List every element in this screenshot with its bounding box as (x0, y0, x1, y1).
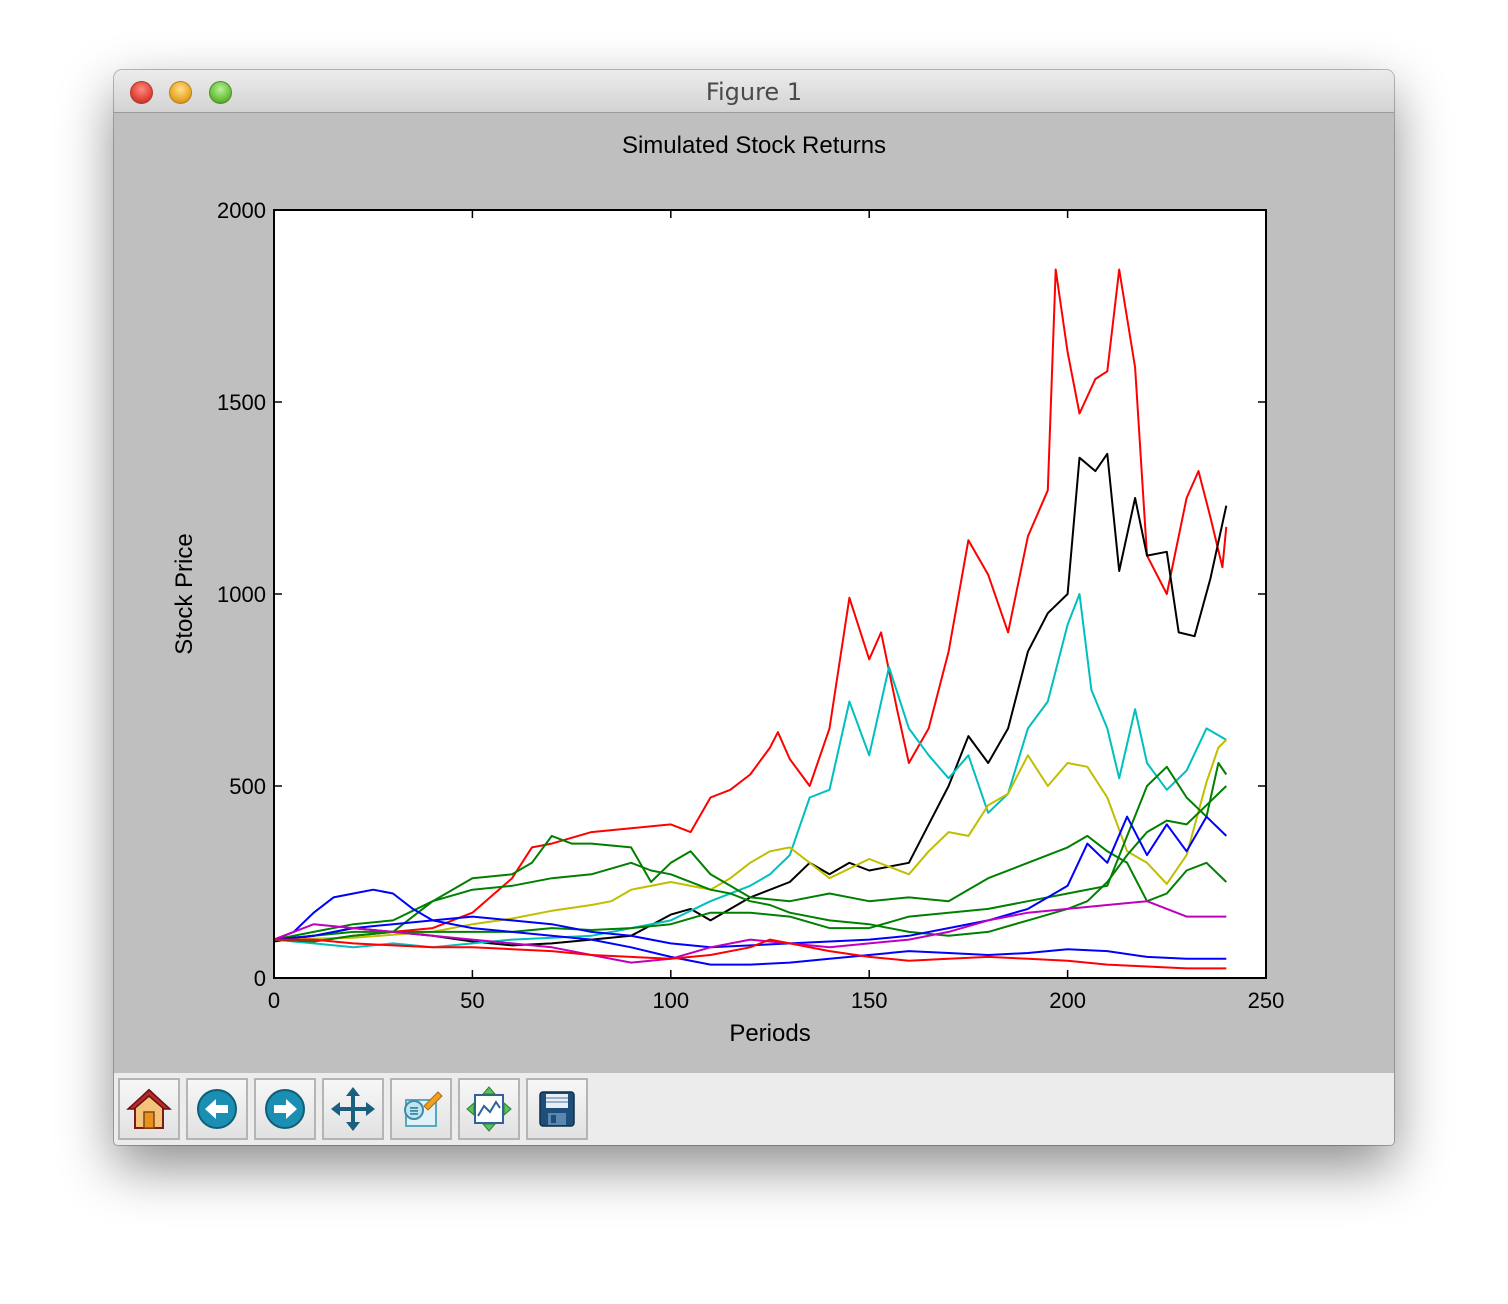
x-tick-label: 150 (851, 988, 888, 1013)
subplots-button[interactable] (458, 1078, 520, 1140)
title-bar[interactable]: Figure 1 (114, 70, 1394, 113)
back-arrow-icon (197, 1089, 237, 1129)
x-tick-label: 200 (1049, 988, 1086, 1013)
window-title: Figure 1 (705, 78, 803, 106)
zoom-rect-icon (404, 1091, 443, 1127)
subplots-icon (466, 1086, 512, 1132)
y-tick-label: 500 (229, 774, 266, 799)
home-button[interactable] (118, 1078, 180, 1140)
x-tick-label: 0 (268, 988, 280, 1013)
zoom-icon[interactable] (209, 81, 232, 104)
series-line-4 (273, 739, 1227, 941)
home-icon (126, 1088, 172, 1129)
series-layer (273, 268, 1228, 970)
plot-frame (273, 209, 1267, 979)
series-line-11 (274, 938, 1227, 970)
series-line-9 (273, 815, 1227, 949)
minimize-icon[interactable] (169, 81, 192, 104)
x-tick-label: 100 (652, 988, 689, 1013)
y-tick-label: 1000 (217, 582, 266, 607)
y-tick-label: 2000 (217, 198, 266, 223)
tick-layer: 0 50 100 150 200 250 0 500 1000 1500 2000 (217, 198, 1284, 1013)
plot-area (274, 210, 1266, 978)
figure-window: Figure 1 0 50 100 150 200 250 0 500 1000 1500 2000… (114, 70, 1394, 1145)
series-line-3 (273, 593, 1227, 949)
pan-button[interactable] (322, 1078, 384, 1140)
navigation-toolbar (114, 1073, 1394, 1145)
x-tick-label: 50 (460, 988, 484, 1013)
series-line-5 (273, 834, 1227, 943)
floppy-disk-icon (539, 1091, 575, 1127)
series-line-7 (273, 785, 1227, 941)
y-tick-label: 0 (254, 966, 266, 991)
series-line-6 (273, 762, 1228, 941)
figure-canvas: 0 50 100 150 200 250 0 500 1000 1500 2000 Simulate… (114, 113, 1394, 1073)
back-button[interactable] (186, 1078, 248, 1140)
x-tick-label: 250 (1248, 988, 1285, 1013)
y-tick-label: 1500 (217, 390, 266, 415)
move-arrows-icon (331, 1087, 375, 1131)
close-icon[interactable] (130, 81, 153, 104)
chart: 0 50 100 150 200 250 0 500 1000 1500 2000 Simulate… (171, 132, 1284, 1047)
zoom-rect-button[interactable] (390, 1078, 452, 1140)
chart-title: Simulated Stock Returns (622, 132, 886, 159)
series-line-8 (273, 888, 1227, 966)
save-button[interactable] (526, 1078, 588, 1140)
y-axis-label: Stock Price (171, 533, 198, 654)
x-axis-label: Periods (729, 1020, 810, 1047)
series-line-10 (273, 900, 1227, 964)
forward-button[interactable] (254, 1078, 316, 1140)
forward-arrow-icon (265, 1089, 305, 1129)
